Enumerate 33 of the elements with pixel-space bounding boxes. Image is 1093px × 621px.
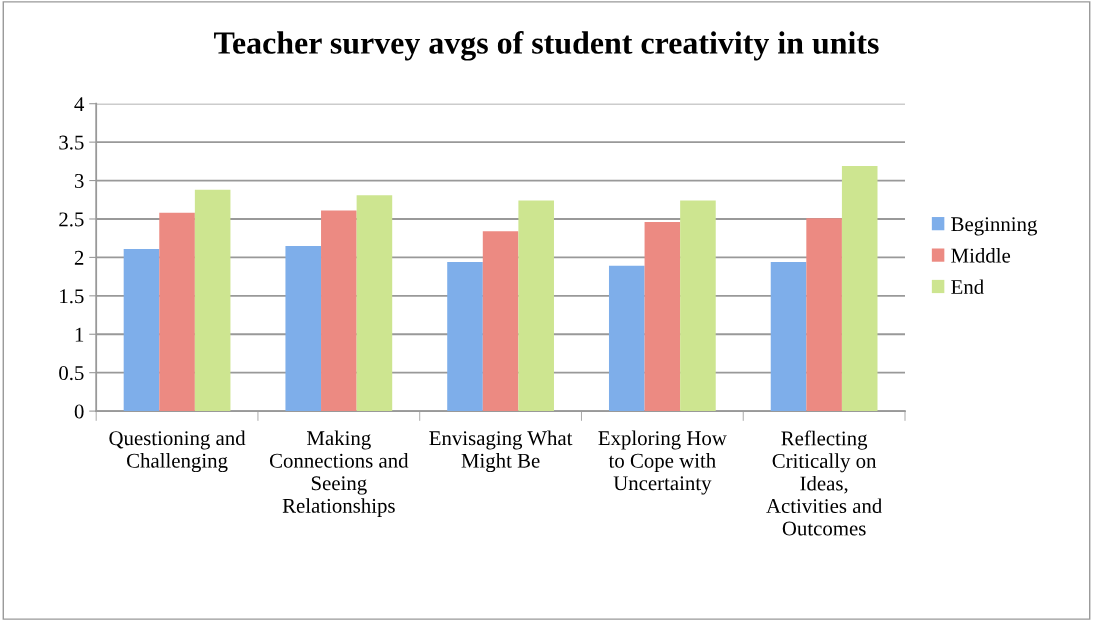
y-tick-label: 3.5: [59, 135, 84, 150]
x-tick-label: Envisaging What Might Be: [429, 430, 573, 473]
bar: [447, 262, 483, 412]
x-tick-label: Reflecting Critically on Ideas, Activities and Outcomes: [766, 430, 883, 536]
bar: [806, 218, 842, 412]
y-tick-label: 0: [74, 404, 84, 419]
bar: [285, 245, 322, 412]
bar: [841, 165, 878, 412]
bar: [321, 210, 357, 412]
y-tick-label: 4: [74, 97, 85, 111]
x-tick-label: Questioning and Challenging: [109, 430, 246, 473]
bar: [159, 212, 195, 412]
bar: [770, 262, 807, 412]
y-tick-label: 3: [74, 173, 84, 188]
x-tick-label: Exploring How to Cope with Uncertainty: [598, 430, 727, 495]
bar: [680, 200, 716, 412]
bar: [194, 189, 231, 412]
y-tick-label: 2.5: [59, 212, 84, 227]
bar: [644, 222, 681, 412]
bar: [356, 195, 393, 412]
legend-label: Beginning: [951, 217, 1037, 236]
bar: [123, 248, 160, 412]
y-tick-label: 0.5: [59, 366, 84, 381]
legend-label: Middle: [951, 247, 1011, 263]
bar: [608, 265, 645, 412]
chart-title: Teacher survey avgs of student creativity in units: [214, 31, 879, 61]
legend-label: End: [951, 279, 984, 295]
y-tick-label: 1: [75, 327, 84, 342]
bar: [518, 200, 554, 412]
bar: [482, 231, 519, 412]
y-tick-label: 2: [74, 250, 84, 265]
y-tick-label: 1.5: [60, 289, 84, 304]
x-tick-label: Making Connections and Seeing Relationships: [269, 430, 409, 518]
